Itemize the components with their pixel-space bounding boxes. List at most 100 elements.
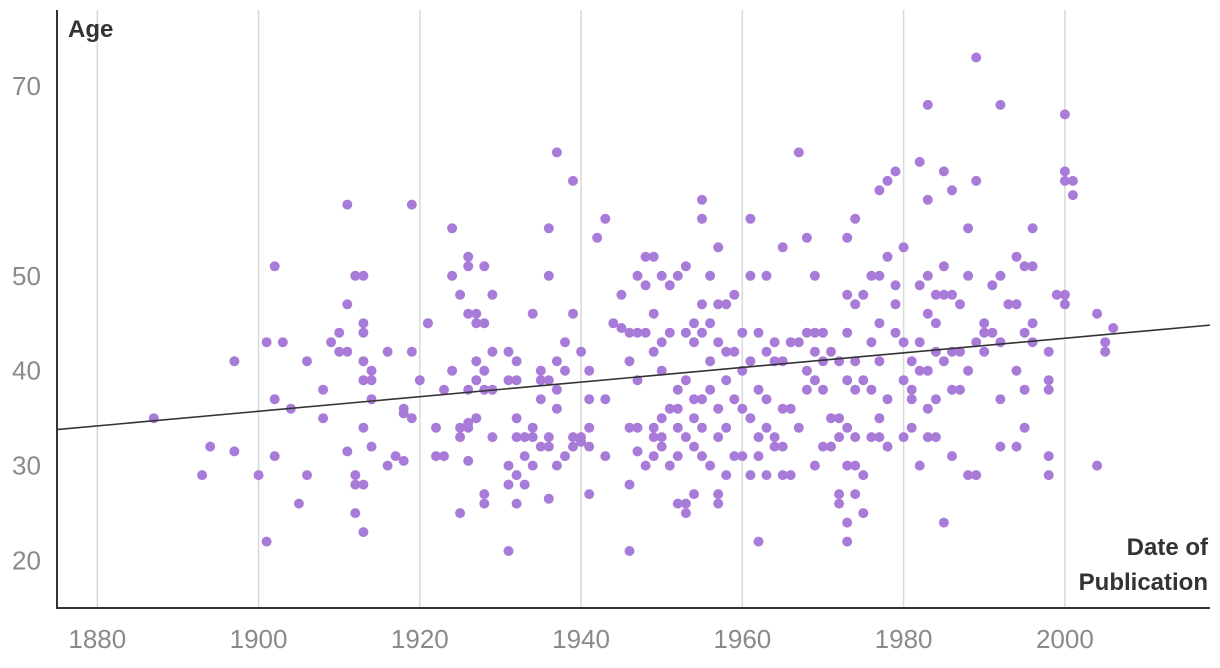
data-point <box>680 432 691 443</box>
data-point <box>930 394 941 405</box>
data-point <box>503 346 514 357</box>
data-point <box>971 470 982 481</box>
data-point <box>721 299 732 310</box>
y-tick-label: 30 <box>12 451 41 481</box>
x-tick-label: 1880 <box>68 624 126 654</box>
data-point <box>503 546 514 556</box>
data-point <box>366 441 377 452</box>
data-point <box>680 498 691 509</box>
data-point <box>842 289 853 300</box>
data-point <box>479 489 490 500</box>
data-point <box>713 403 724 414</box>
data-point <box>527 422 538 433</box>
data-point <box>600 451 611 462</box>
data-point <box>930 318 941 329</box>
data-point <box>850 384 861 395</box>
data-point <box>439 384 449 395</box>
data-point <box>809 270 820 281</box>
data-point <box>471 308 482 319</box>
data-point <box>358 270 369 281</box>
data-point <box>914 365 925 376</box>
data-point <box>390 451 401 462</box>
data-point <box>632 446 643 457</box>
data-point <box>511 413 522 424</box>
data-point <box>680 508 691 519</box>
data-point <box>350 508 361 519</box>
data-point <box>293 498 304 509</box>
data-point <box>850 299 861 310</box>
gridlines <box>96 10 1066 608</box>
data-point <box>826 413 836 424</box>
data-point <box>1043 470 1054 481</box>
data-point <box>874 270 885 281</box>
data-point <box>543 441 554 452</box>
data-point <box>277 337 288 348</box>
data-point <box>1059 289 1070 300</box>
data-point <box>922 308 933 319</box>
data-point <box>979 346 990 357</box>
data-point <box>616 323 627 333</box>
data-point <box>955 346 965 357</box>
data-point <box>656 270 667 281</box>
data-point <box>229 356 240 367</box>
data-point <box>503 460 514 471</box>
data-point <box>721 422 732 433</box>
data-point <box>721 470 732 481</box>
data-point <box>1019 422 1030 433</box>
data-point <box>527 432 538 443</box>
data-point <box>753 327 764 338</box>
data-point <box>914 460 925 471</box>
data-point <box>963 470 974 481</box>
data-point <box>551 460 562 471</box>
data-point <box>1011 365 1022 376</box>
data-point <box>398 408 409 419</box>
data-point <box>842 517 853 528</box>
data-point <box>640 251 651 262</box>
data-point <box>600 213 611 224</box>
data-point <box>922 432 933 443</box>
data-point <box>463 422 474 433</box>
data-point <box>834 498 845 509</box>
data-point <box>761 470 772 481</box>
data-point <box>1059 175 1070 186</box>
x-tick-labels: 1880 1900 1920 1940 1960 1980 2000 <box>68 624 1093 654</box>
data-point <box>358 318 369 329</box>
data-point <box>205 441 216 452</box>
data-point <box>713 242 724 253</box>
data-point <box>447 365 458 376</box>
data-point <box>842 422 853 433</box>
data-point <box>656 337 667 348</box>
data-point <box>1059 166 1070 177</box>
data-point <box>947 451 957 462</box>
data-point <box>1003 299 1014 310</box>
data-point <box>229 446 240 457</box>
data-point <box>1051 289 1062 300</box>
data-point <box>890 280 901 291</box>
data-point <box>705 460 716 471</box>
data-point <box>616 289 627 300</box>
data-point <box>882 175 893 186</box>
data-point <box>422 318 433 329</box>
data-point <box>882 251 893 262</box>
data-point <box>850 356 861 367</box>
x-tick-label: 1900 <box>230 624 288 654</box>
data-point <box>938 289 949 300</box>
data-point <box>1027 318 1038 329</box>
data-point <box>463 455 474 466</box>
data-point <box>777 441 788 452</box>
data-point <box>487 432 498 443</box>
data-point <box>1019 384 1030 395</box>
data-point <box>809 460 820 471</box>
data-point <box>1027 261 1038 272</box>
data-point <box>624 422 635 433</box>
data-point <box>689 318 699 329</box>
trend-line <box>56 324 1211 431</box>
data-point <box>1011 441 1022 452</box>
data-point <box>447 223 458 234</box>
data-point <box>648 422 659 433</box>
data-point <box>745 470 756 481</box>
data-point <box>560 337 570 348</box>
data-point <box>511 470 522 481</box>
y-tick-label: 20 <box>12 546 41 576</box>
data-point <box>971 337 982 348</box>
